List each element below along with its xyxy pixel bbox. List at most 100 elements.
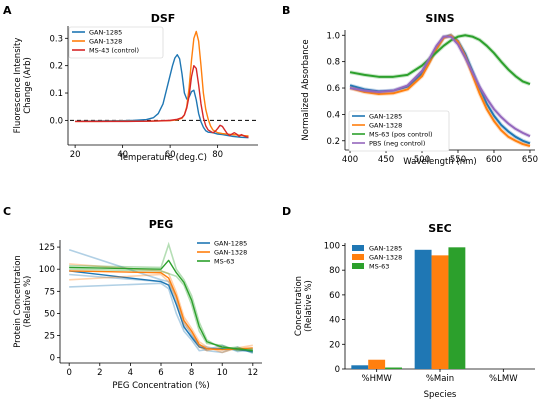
x-tick-label: 4 — [128, 368, 133, 378]
y-axis-label-line: Change (Arb) — [23, 57, 33, 114]
x-category-label: %LMW — [489, 374, 518, 384]
y-tick-label: 60 — [329, 291, 340, 301]
x-tick-label: 0 — [66, 368, 71, 378]
x-tick-label: 12 — [247, 368, 258, 378]
series-line — [349, 34, 531, 86]
x-tick-label: 600 — [486, 155, 502, 165]
panel-label-b: B — [282, 4, 290, 17]
bar-gan-1285 — [351, 365, 369, 369]
chart-title: SEC — [428, 222, 452, 235]
x-category-label: %HMW — [362, 374, 393, 384]
x-tick-label: 20 — [70, 150, 81, 160]
chart-title: SINS — [425, 12, 454, 25]
y-tick-label: 75 — [44, 287, 55, 297]
legend-label: GAN-1328 — [214, 249, 247, 257]
x-tick-label: 10 — [217, 368, 228, 378]
chart-title: PEG — [149, 218, 174, 231]
legend-label: MS-63 — [369, 263, 389, 271]
chart-sec: SEC 0 20 40 60 80 100 Species Concentration(Rela… — [294, 222, 535, 400]
series-line — [69, 270, 253, 351]
x-tick-label: 40 — [117, 150, 128, 160]
legend-label: GAN-1285 — [369, 245, 402, 253]
y-tick-label: 100 — [39, 265, 55, 275]
legend-label: GAN-1285 — [214, 240, 247, 248]
y-tick-label: 0.8 — [326, 58, 340, 68]
x-tick-label: 650 — [522, 155, 538, 165]
y-tick-label: 80 — [329, 266, 340, 276]
series-line — [349, 35, 531, 138]
x-tick-label: 500 — [414, 155, 430, 165]
y-tick-label: 125 — [39, 243, 55, 253]
series-line — [75, 64, 249, 139]
legend-label: GAN-1285 — [369, 113, 402, 121]
replicate-line — [69, 263, 253, 354]
y-tick-label: 0.0 — [49, 116, 63, 126]
x-tick-label: 2 — [97, 368, 102, 378]
legend-label: GAN-1328 — [369, 254, 402, 262]
legend-swatch — [352, 245, 364, 251]
legend-label: GAN-1285 — [89, 29, 122, 37]
y-axis-label-line: (Relative %) — [23, 276, 33, 328]
y-tick-label: 0.6 — [326, 84, 340, 94]
x-axis-label: Temperature (deg.C) — [118, 153, 207, 163]
x-tick-label: 450 — [378, 155, 394, 165]
x-category-label: %Main — [426, 374, 454, 384]
y-axis-label-line: Protein Concentration — [13, 255, 23, 348]
y-tick-label: 50 — [44, 309, 55, 319]
y-axis-label: Normalized Absorbance — [301, 39, 311, 140]
y-tick-label: 0.4 — [326, 110, 340, 120]
x-axis-label: Wavelength (nm) — [403, 157, 476, 167]
y-tick-label: 0.3 — [49, 34, 63, 44]
series-line — [69, 259, 253, 352]
panel-label-d: D — [282, 205, 291, 218]
x-axis-label: Species — [424, 390, 457, 400]
x-axis-label: PEG Concentration (%) — [112, 381, 209, 391]
legend-label: MS-63 — [214, 258, 234, 266]
y-tick-label: 1.0 — [326, 31, 340, 41]
y-axis-label: Concentration(Relative %) — [294, 276, 314, 336]
legend-label: GAN-1328 — [89, 38, 122, 46]
legend-label: MS-43 (control) — [89, 47, 139, 55]
legend-label: MS-63 (pos control) — [369, 131, 433, 139]
y-tick-label: 20 — [329, 340, 340, 350]
replicate-line — [69, 282, 253, 353]
y-tick-label: 0.1 — [49, 89, 63, 99]
y-tick-label: 0 — [335, 365, 340, 375]
y-tick-label: 0.2 — [49, 62, 63, 72]
x-tick-label: 60 — [165, 150, 176, 160]
x-tick-label: 6 — [158, 368, 163, 378]
legend-label: PBS (neg control) — [369, 140, 425, 148]
x-tick-label: 550 — [450, 155, 466, 165]
legend-swatch — [352, 254, 364, 260]
y-axis-label-line: (Relative %) — [304, 280, 314, 332]
y-tick-label: 25 — [44, 332, 55, 342]
series-line — [75, 54, 249, 139]
x-tick-label: 400 — [342, 155, 358, 165]
chart-peg: PEG 0 25 50 75 100 125 0 2 4 6 8 10 12 PEG Concentrati… — [13, 218, 262, 391]
bar-ms-63 — [385, 367, 402, 369]
chart-dsf: DSF 0.0 0.1 0.2 0.3 20 40 60 80 Temperature (deg.… — [13, 12, 258, 163]
bar-ms-63 — [448, 247, 466, 369]
panel-label-c: C — [3, 205, 11, 218]
legend-box — [348, 110, 450, 152]
x-tick-label: 8 — [189, 368, 194, 378]
y-axis-label: Protein Concentration(Relative %) — [13, 255, 33, 348]
legend-label: GAN-1328 — [369, 122, 402, 130]
legend-box — [68, 26, 164, 59]
y-tick-label: 0.2 — [326, 137, 340, 147]
y-tick-label: 100 — [324, 241, 340, 251]
chart-sins: SINS 0.2 0.4 0.6 0.8 1.0 400 450 500 550 600 650 Wav… — [301, 12, 538, 167]
y-axis-label-line: Fluorescence Intensity — [13, 38, 23, 134]
series-line — [349, 34, 531, 148]
chart-title: DSF — [151, 12, 176, 25]
panel-label-a: A — [3, 4, 12, 17]
bar-gan-1328 — [368, 359, 386, 369]
bar-gan-1285 — [414, 249, 432, 369]
y-tick-label: 0 — [50, 354, 55, 364]
y-axis-label-line: Concentration — [294, 276, 304, 336]
